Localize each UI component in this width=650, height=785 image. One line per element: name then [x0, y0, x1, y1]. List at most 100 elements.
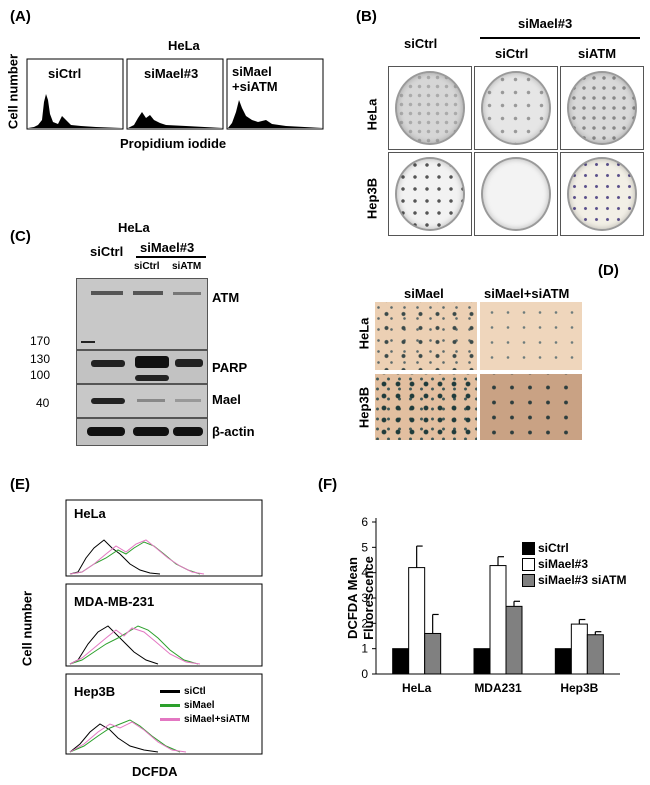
bar-mda231-2: [505, 605, 523, 675]
panel-a-letter: (A): [10, 8, 31, 25]
bar-hep3b-2: [586, 634, 604, 675]
panel-d-row-2: Hep3B: [356, 386, 372, 429]
y-tick-label: 0: [361, 667, 368, 681]
protein-atm: ATM: [212, 290, 240, 305]
legend-label: siMael: [184, 699, 215, 711]
legend-item-simael-siatm: siMael+siATM: [160, 712, 250, 726]
panel-b-row-1: HeLa: [364, 98, 380, 131]
legend-label: siCtl: [184, 685, 206, 697]
panel-a-cond-2: siMael#3: [144, 66, 199, 81]
colony-dish-hep3b-sictrl: [388, 152, 472, 236]
chart-legend-item: siMael#3 siATM: [522, 572, 626, 588]
panel-a-cond-3: siMael +siATM: [232, 64, 278, 94]
chart-legend-swatch: [522, 573, 535, 587]
legend-item-simael: siMael: [160, 698, 250, 712]
bar-mda231-1: [489, 565, 507, 675]
bar-chart: 0 1 2 3 4 5 6 HeLa MDA231 Hep3B: [361, 515, 620, 695]
panel-b-col-1: siCtrl: [404, 36, 438, 51]
chart-legend-label: siCtrl: [538, 541, 569, 555]
colony-dish-hep3b-simael-sictrl: [474, 152, 558, 236]
marker-170: 170: [30, 334, 51, 348]
y-tick-label: 4: [361, 566, 368, 580]
panel-e-xlabel: DCFDA: [132, 764, 178, 779]
panel-a-histograms: [26, 58, 324, 130]
panel-d-col-1: siMael: [404, 286, 444, 301]
panel-e-legend: siCtl siMael siMael+siATM: [160, 684, 250, 726]
colony-dish-hela-simael-sictrl: [474, 66, 558, 150]
micro-hep3b-simael: [375, 374, 477, 440]
chart-legend-swatch: [522, 541, 535, 555]
marker-40: 40: [36, 396, 50, 410]
colony-dish-hep3b-simael-siatm: [560, 152, 644, 236]
histogram-simael3: [126, 58, 224, 130]
histogram-sictrl: [26, 58, 124, 130]
panel-e-letter: (E): [10, 476, 30, 493]
x-category-label: MDA231: [474, 681, 522, 695]
panel-c-cell-line: HeLa: [118, 220, 150, 235]
panel-e-plot-2: MDA-MB-231: [74, 594, 155, 609]
y-tick-label: 5: [361, 540, 368, 554]
panel-c-group-header: siMael#3: [140, 240, 195, 255]
bar-hela-0: [392, 648, 410, 675]
panel-d-col-2: siMael+siATM: [484, 286, 570, 301]
panel-a-ylabel: Cell number: [5, 53, 21, 130]
micro-hela-simael: [375, 302, 477, 370]
bar-hela-1: [408, 567, 426, 675]
legend-label: siMael+siATM: [184, 713, 250, 725]
panel-c-letter: (C): [10, 228, 31, 245]
y-tick-label: 2: [361, 616, 368, 630]
bar-hep3b-1: [570, 623, 588, 675]
chart-legend-label: siMael#3 siATM: [538, 573, 627, 587]
x-category-label: HeLa: [402, 681, 432, 695]
panel-d-row-1: HeLa: [356, 317, 372, 350]
panel-a-cond-1: siCtrl: [48, 66, 82, 81]
marker-100: 100: [30, 368, 51, 382]
flow-plot-hela: [65, 499, 263, 577]
colony-dish-hela-sictrl: [388, 66, 472, 150]
panel-c-group-line: [136, 256, 206, 258]
bar-hep3b-0: [554, 648, 572, 675]
y-tick-label: 3: [361, 591, 368, 605]
histogram-simael-siatm: [226, 58, 324, 130]
chart-legend-swatch: [522, 557, 535, 571]
panel-d-letter: (D): [598, 262, 619, 279]
blot-mael: [76, 384, 208, 418]
chart-legend-item: siCtrl: [522, 540, 626, 556]
y-tick-label: 6: [361, 515, 368, 529]
panel-c-lane-1: siCtrl: [90, 244, 124, 259]
panel-e-plot-3: Hep3B: [74, 684, 116, 699]
protein-beta-actin: β-actin: [212, 424, 255, 439]
panel-c-lane-2: siCtrl: [134, 261, 160, 272]
blot-atm: [76, 278, 208, 350]
legend-swatch: [160, 689, 180, 693]
chart-legend-label: siMael#3: [538, 557, 589, 571]
flow-plot-hep3b: [65, 673, 263, 755]
y-tick-label: 1: [361, 642, 368, 656]
panel-b-group-line: [480, 37, 640, 39]
panel-f-letter: (F): [318, 476, 338, 493]
chart-legend: siCtrl siMael#3 siMael#3 siATM: [522, 540, 626, 588]
bar-hela-2: [424, 632, 442, 675]
flow-plot-mda-mb-231: [65, 583, 263, 667]
panel-a-xlabel: Propidium iodide: [120, 136, 227, 151]
panel-c-lane-3: siATM: [172, 261, 202, 272]
protein-mael: Mael: [212, 392, 241, 407]
bar-mda231-0: [473, 648, 491, 675]
x-category-label: Hep3B: [560, 681, 598, 695]
micro-hep3b-simael-siatm: [480, 374, 582, 440]
panel-e-ylabel: Cell number: [19, 590, 35, 667]
legend-swatch: [160, 717, 180, 721]
panel-b-letter: (B): [356, 8, 377, 25]
panel-a-cell-line: HeLa: [168, 38, 200, 53]
panel-e-plot-1: HeLa: [74, 506, 106, 521]
protein-parp: PARP: [212, 360, 248, 375]
panel-b-col-2: siCtrl: [495, 46, 529, 61]
legend-swatch: [160, 703, 180, 707]
panel-b-group-header: siMael#3: [518, 16, 573, 31]
legend-item-sictl: siCtl: [160, 684, 250, 698]
chart-legend-item: siMael#3: [522, 556, 626, 572]
panel-b-row-2: Hep3B: [364, 177, 380, 220]
panel-e-flow-plots: [65, 499, 263, 755]
micro-hela-simael-siatm: [480, 302, 582, 370]
blot-beta-actin: [76, 418, 208, 446]
